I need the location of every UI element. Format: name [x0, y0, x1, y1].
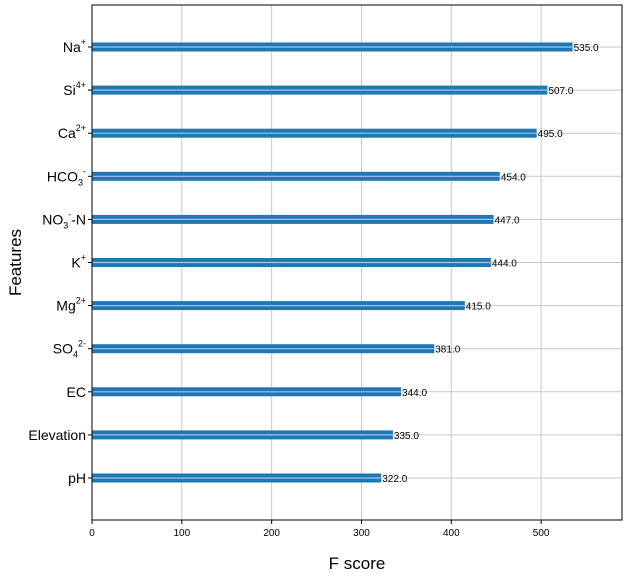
category-label-base: Mg: [56, 298, 75, 314]
category-label-base: Elevation: [28, 427, 86, 443]
bar-value-label: 454.0: [501, 172, 526, 183]
category-label-subscript: 4: [73, 350, 78, 360]
category-label: Na+: [63, 37, 86, 55]
category-label: Ca2+: [58, 123, 86, 141]
category-label-base: Ca: [58, 125, 76, 141]
tick-layer: 0 100 200 300 400 500: [88, 46, 550, 539]
bar-value-label: 507.0: [548, 86, 573, 97]
category-label-base: SO: [53, 341, 73, 357]
bar-value-label: 415.0: [466, 302, 491, 313]
bar-value-label: 344.0: [402, 388, 427, 399]
category-label: EC: [67, 384, 86, 400]
x-tick-label: 0: [89, 528, 95, 539]
category-label-suffix: -N: [71, 211, 86, 227]
x-tick-label: 400: [443, 528, 460, 539]
bar-value-label: 322.0: [382, 474, 407, 485]
category-label-superscript: 2+: [76, 296, 86, 306]
bar-value-label: 447.0: [495, 215, 520, 226]
category-label-superscript: +: [81, 37, 86, 47]
category-label: SO42-: [53, 339, 86, 360]
category-label-base: NO: [42, 211, 63, 227]
label-layer: 535.0Na+507.0Si4+495.0Ca2+454.0HCO3-447.…: [28, 37, 599, 486]
category-label: Elevation: [28, 427, 86, 443]
x-tick-label: 100: [173, 528, 190, 539]
bar-value-label: 495.0: [538, 129, 563, 140]
bar-value-label: 444.0: [492, 259, 517, 270]
x-tick-label: 300: [353, 528, 370, 539]
category-label-base: EC: [67, 384, 86, 400]
category-label: Mg2+: [56, 296, 86, 314]
y-axis-title: Features: [6, 229, 25, 296]
category-label: HCO3-: [47, 166, 86, 187]
bar-layer: [92, 42, 573, 483]
category-label-base: pH: [68, 470, 86, 486]
category-label: NO3--N: [42, 209, 86, 230]
category-label-base: K: [71, 255, 81, 271]
x-axis-title: F score: [329, 554, 386, 573]
category-label-superscript: 2-: [78, 339, 86, 349]
x-tick-label: 200: [263, 528, 280, 539]
bar-value-label: 335.0: [394, 431, 419, 442]
category-label-superscript: +: [81, 253, 86, 263]
category-label: pH: [68, 470, 86, 486]
category-label-superscript: -: [83, 166, 86, 176]
category-label-base: Si: [63, 82, 75, 98]
category-label: Si4+: [63, 80, 86, 98]
category-label-subscript: 3: [63, 220, 68, 230]
x-tick-label: 500: [533, 528, 550, 539]
bar-value-label: 381.0: [435, 345, 460, 356]
category-label: K+: [71, 253, 86, 271]
category-label-base: HCO: [47, 168, 78, 184]
bar-value-label: 535.0: [574, 43, 599, 54]
category-label-superscript: -: [68, 209, 71, 219]
category-label-base: Na: [63, 39, 81, 55]
category-label-superscript: 4+: [76, 80, 86, 90]
category-label-superscript: 2+: [76, 123, 86, 133]
category-label-subscript: 3: [78, 177, 83, 187]
